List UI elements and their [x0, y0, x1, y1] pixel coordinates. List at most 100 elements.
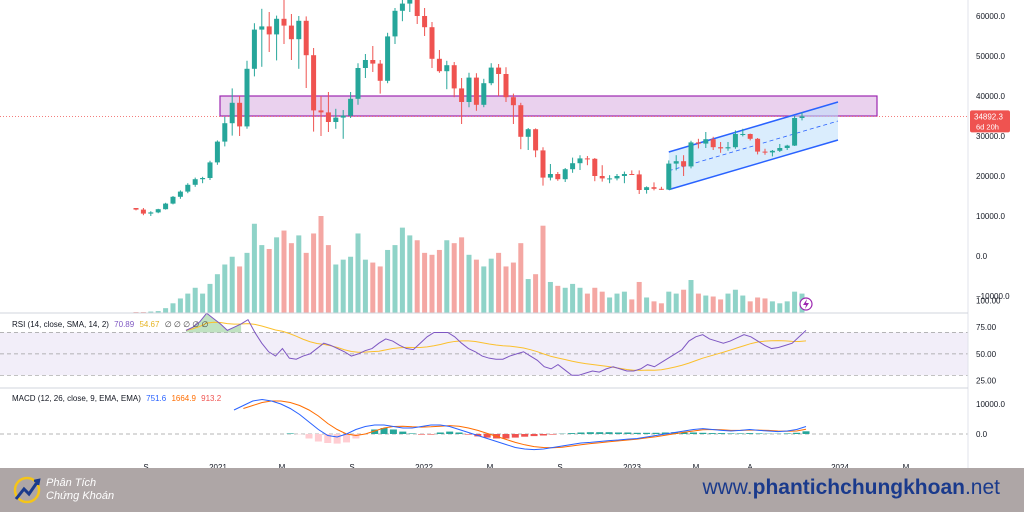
macd-value: 751.6 [146, 394, 167, 403]
volume-bar [695, 293, 701, 313]
candle-body [584, 158, 590, 160]
volume-bar [436, 249, 442, 313]
volume-bar [325, 245, 331, 313]
candle-body [392, 10, 398, 37]
candle-body [303, 20, 309, 56]
candle-body [607, 178, 613, 180]
candle-body [362, 60, 368, 68]
volume-bar [185, 293, 191, 313]
volume-bar [614, 293, 620, 313]
macd-hist-bar [343, 434, 351, 443]
macd-hist-bar [389, 429, 397, 434]
website-link[interactable]: www.phantichchungkhoan.net [702, 476, 1000, 500]
candle-body [503, 74, 509, 98]
candle-body [651, 187, 657, 189]
macd-hist-bar [624, 432, 632, 434]
candle-body [296, 20, 302, 40]
time-tick-label: M [693, 463, 700, 468]
time-tick-label: 2022 [415, 463, 433, 468]
price-tick-label: 0.0 [976, 252, 988, 261]
time-tick-label: S [557, 463, 562, 468]
volume-bar [451, 243, 457, 313]
volume-bar [407, 235, 413, 313]
candle-body [177, 191, 183, 197]
candle-body [636, 174, 642, 190]
candle-body [222, 123, 228, 142]
volume-bar [377, 266, 383, 313]
macd-hist-bar [371, 429, 379, 434]
volume-bar [496, 252, 502, 313]
volume-bar [237, 266, 243, 313]
volume-bar [362, 259, 368, 313]
logo-text-line1: Phân Tích [46, 477, 97, 489]
volume-bar [784, 301, 790, 313]
macd-hist-bar [483, 434, 491, 438]
macd-hist-bar [324, 434, 332, 443]
price-tick-label: 50000.0 [976, 52, 1005, 61]
candle-body [200, 178, 206, 180]
macd-hist-bar [436, 432, 444, 434]
rsi-extra: ∅ ∅ ∅ ∅ ∅ [164, 320, 209, 329]
volume-bar [762, 298, 768, 313]
candle-body [459, 88, 465, 102]
candle-body [318, 110, 324, 113]
candle-body [348, 98, 354, 116]
volume-bar [599, 291, 605, 313]
candle-body [385, 36, 391, 81]
url-suffix: .net [964, 476, 1000, 499]
candle-body [681, 161, 687, 167]
candle-body [481, 83, 487, 105]
volume-bar [355, 233, 361, 313]
candle-body [237, 102, 243, 127]
candle-body [592, 158, 598, 176]
candle-body [259, 26, 265, 30]
time-tick-label: S [143, 463, 148, 468]
candle-body [533, 129, 539, 151]
macd-hist-bar [652, 432, 660, 434]
price-tag-countdown: 6d 20h [976, 122, 999, 131]
time-tick-label: M [487, 463, 494, 468]
volume-bar [636, 281, 642, 313]
volume-bar [792, 291, 798, 313]
candle-body [792, 118, 798, 146]
candle-body [244, 68, 250, 127]
volume-bar [296, 235, 302, 313]
time-axis: S 2021 M S 2022 M S 2023 M A 2024 M [143, 463, 909, 468]
volume-bar [518, 243, 524, 313]
volume-bar [629, 299, 635, 313]
macd-hist-bar [718, 433, 726, 434]
candle-body [488, 67, 494, 84]
footer-banner: Phân Tích Chứng Khoán www.phantichchungk… [0, 468, 1024, 512]
candle-body [769, 150, 775, 153]
lightning-icon [803, 299, 809, 309]
volume-bar [577, 287, 583, 313]
macd-hist-bar [727, 433, 735, 434]
macd-hist-bar [314, 434, 322, 442]
hist-value: 913.2 [201, 394, 222, 403]
macd-hist-bar [511, 434, 519, 438]
candle-body [185, 184, 191, 192]
volume-bar [459, 237, 465, 313]
volume-bar [688, 280, 694, 313]
volume-bar [414, 240, 420, 313]
time-tick-label: 2021 [209, 463, 227, 468]
candle-body [577, 158, 583, 164]
channel-lower [668, 139, 839, 191]
candle-body [740, 134, 746, 135]
channel-mid [668, 120, 839, 172]
volume-bar [244, 252, 250, 313]
candle-body [288, 25, 294, 40]
macd-hist-bar [614, 432, 622, 434]
candle-body [155, 209, 161, 213]
volume-bar [422, 252, 428, 313]
macd-hist-bar [661, 432, 669, 434]
volume-bar [392, 245, 398, 313]
macd-hist-bar [399, 431, 407, 434]
volume-bar [318, 216, 324, 313]
volume-bar [481, 266, 487, 313]
volume-bar [348, 256, 354, 313]
volume-bar [399, 227, 405, 313]
candle-body [207, 162, 213, 178]
price-pane [0, 0, 968, 313]
rsi-tick-label: 25.00 [976, 377, 997, 386]
